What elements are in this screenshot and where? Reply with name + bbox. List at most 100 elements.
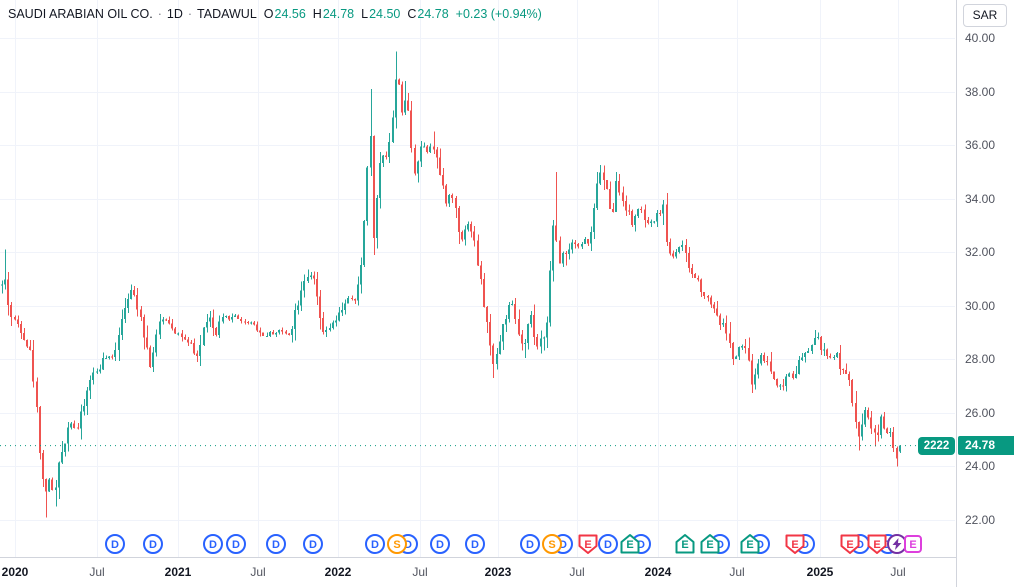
candles[interactable] <box>1 51 901 518</box>
close-value: 24.78 <box>417 7 449 21</box>
svg-text:E: E <box>626 539 633 551</box>
lightning-icon <box>892 538 902 550</box>
low-value: 24.50 <box>369 7 401 21</box>
event-marker-flash-event[interactable] <box>887 534 907 554</box>
high-value: 24.78 <box>322 7 355 21</box>
currency-toggle-button[interactable]: SAR <box>963 4 1007 27</box>
event-marker-earnings-beat[interactable]: E <box>740 534 760 554</box>
price-tick-30.00: 30.00 <box>965 298 996 313</box>
candlestick-chart[interactable]: DDDDDDDDSDDDDSDEDEEDEDEDEDEDEE <box>0 0 956 557</box>
event-marker-dividend[interactable]: D <box>430 534 450 554</box>
svg-text:D: D <box>526 539 534 551</box>
svg-text:D: D <box>272 539 280 551</box>
svg-text:D: D <box>232 539 240 551</box>
price-tick-34.00: 34.00 <box>965 191 996 206</box>
low-label: L <box>361 7 369 21</box>
time-tick-2020: 2020 <box>1 565 29 579</box>
svg-text:D: D <box>559 539 567 551</box>
down-candle-wicks <box>8 78 898 518</box>
time-tick-2025: 2025 <box>806 565 834 579</box>
time-tick-2022: 2022 <box>324 565 352 579</box>
svg-text:D: D <box>309 539 317 551</box>
price-tick-40.00: 40.00 <box>965 31 996 45</box>
svg-text:E: E <box>681 539 688 551</box>
event-marker-dividend[interactable]: D <box>226 534 246 554</box>
exchange-label[interactable]: TADAWUL <box>197 7 257 21</box>
up-candle-wicks <box>2 51 901 507</box>
time-tick-Jul: Jul <box>890 565 906 579</box>
grid <box>0 0 955 557</box>
interval-label[interactable]: 1D <box>166 7 183 21</box>
svg-text:D: D <box>111 539 119 551</box>
price-axis[interactable]: SAR 40.00 38.00 36.00 34.00 32.00 30.00 28.00 2… <box>956 0 1014 557</box>
chart-main-pane[interactable]: DDDDDDDDSDDDDSDEDEEDEDEDEDEDEE SAUDI ARA… <box>0 0 956 557</box>
time-tick-Jul: Jul <box>89 565 105 579</box>
svg-text:D: D <box>149 539 157 551</box>
event-marker-earnings-miss[interactable]: E <box>785 534 805 554</box>
time-tick-2024: 2024 <box>644 565 672 579</box>
svg-text:D: D <box>436 539 444 551</box>
price-tick-26.00: 26.00 <box>965 405 996 420</box>
svg-text:E: E <box>846 539 853 551</box>
event-marker-earnings-alt[interactable]: E <box>904 535 922 553</box>
price-tick-36.00: 36.00 <box>965 138 996 153</box>
open-value: 24.56 <box>274 7 306 21</box>
svg-text:S: S <box>393 539 400 551</box>
svg-text:E: E <box>873 539 880 551</box>
price-tick-38.00: 38.00 <box>965 84 996 99</box>
svg-text:D: D <box>637 539 645 551</box>
event-markers[interactable]: DDDDDDDDSDDDDSDEDEEDEDEDEDEDEE <box>105 534 922 554</box>
up-candle-bodies <box>1 79 901 492</box>
event-marker-earnings-beat[interactable]: E <box>675 534 695 554</box>
time-tick-2023: 2023 <box>484 565 512 579</box>
event-marker-dividend[interactable]: D <box>203 534 223 554</box>
time-tick-Jul: Jul <box>250 565 266 579</box>
time-tick-2021: 2021 <box>164 565 192 579</box>
svg-text:D: D <box>371 539 379 551</box>
event-marker-earnings-beat[interactable]: E <box>620 534 640 554</box>
time-axis[interactable]: 2020 Jul 2021 Jul 2022 Jul 2023 Jul 2024 Jul 2025 J… <box>0 557 1014 587</box>
event-marker-earnings-miss[interactable]: E <box>840 534 860 554</box>
svg-text:D: D <box>404 539 412 551</box>
svg-text:E: E <box>584 539 591 551</box>
price-tick-22.00: 22.00 <box>965 513 996 528</box>
svg-text:D: D <box>471 539 479 551</box>
high-label: H <box>312 7 322 21</box>
event-marker-dividend[interactable]: D <box>465 534 485 554</box>
svg-text:E: E <box>791 539 798 551</box>
event-marker-dividend[interactable]: D <box>303 534 323 554</box>
event-marker-dividend[interactable]: D <box>105 534 125 554</box>
svg-text:D: D <box>716 539 724 551</box>
symbol-legend: SAUDI ARABIAN OIL CO. · 1D · TADAWUL O24.56 H2… <box>8 7 542 21</box>
event-marker-dividend[interactable]: D <box>520 534 540 554</box>
event-marker-earnings-beat[interactable]: E <box>700 534 720 554</box>
svg-text:E: E <box>746 539 753 551</box>
last-price-ticker-badge: 2222 <box>918 436 955 455</box>
open-label: O <box>263 7 274 21</box>
event-marker-dividend[interactable]: D <box>365 534 385 554</box>
change-value: +0.23 (+0.94%) <box>455 7 542 21</box>
legend-separator: · <box>157 7 162 21</box>
price-tick-28.00: 28.00 <box>965 352 996 367</box>
event-marker-split[interactable]: S <box>542 534 562 554</box>
svg-text:E: E <box>706 539 713 551</box>
svg-text:D: D <box>756 539 764 551</box>
time-tick-Jul: Jul <box>412 565 428 579</box>
close-label: C <box>407 7 417 21</box>
event-marker-dividend[interactable]: D <box>266 534 286 554</box>
price-tick-32.00: 32.00 <box>965 245 996 260</box>
price-tick-24.00: 24.00 <box>965 459 996 474</box>
event-marker-dividend[interactable]: D <box>598 534 618 554</box>
time-tick-Jul: Jul <box>729 565 745 579</box>
event-marker-earnings-miss[interactable]: E <box>578 534 598 554</box>
svg-text:D: D <box>209 539 217 551</box>
symbol-title[interactable]: SAUDI ARABIAN OIL CO. <box>8 7 153 21</box>
time-tick-Jul: Jul <box>569 565 585 579</box>
down-candle-bodies <box>7 79 898 492</box>
event-marker-dividend[interactable]: D <box>143 534 163 554</box>
svg-text:E: E <box>909 539 916 551</box>
svg-text:D: D <box>856 539 864 551</box>
event-marker-split[interactable]: S <box>387 534 407 554</box>
event-marker-earnings-miss[interactable]: E <box>867 534 887 554</box>
